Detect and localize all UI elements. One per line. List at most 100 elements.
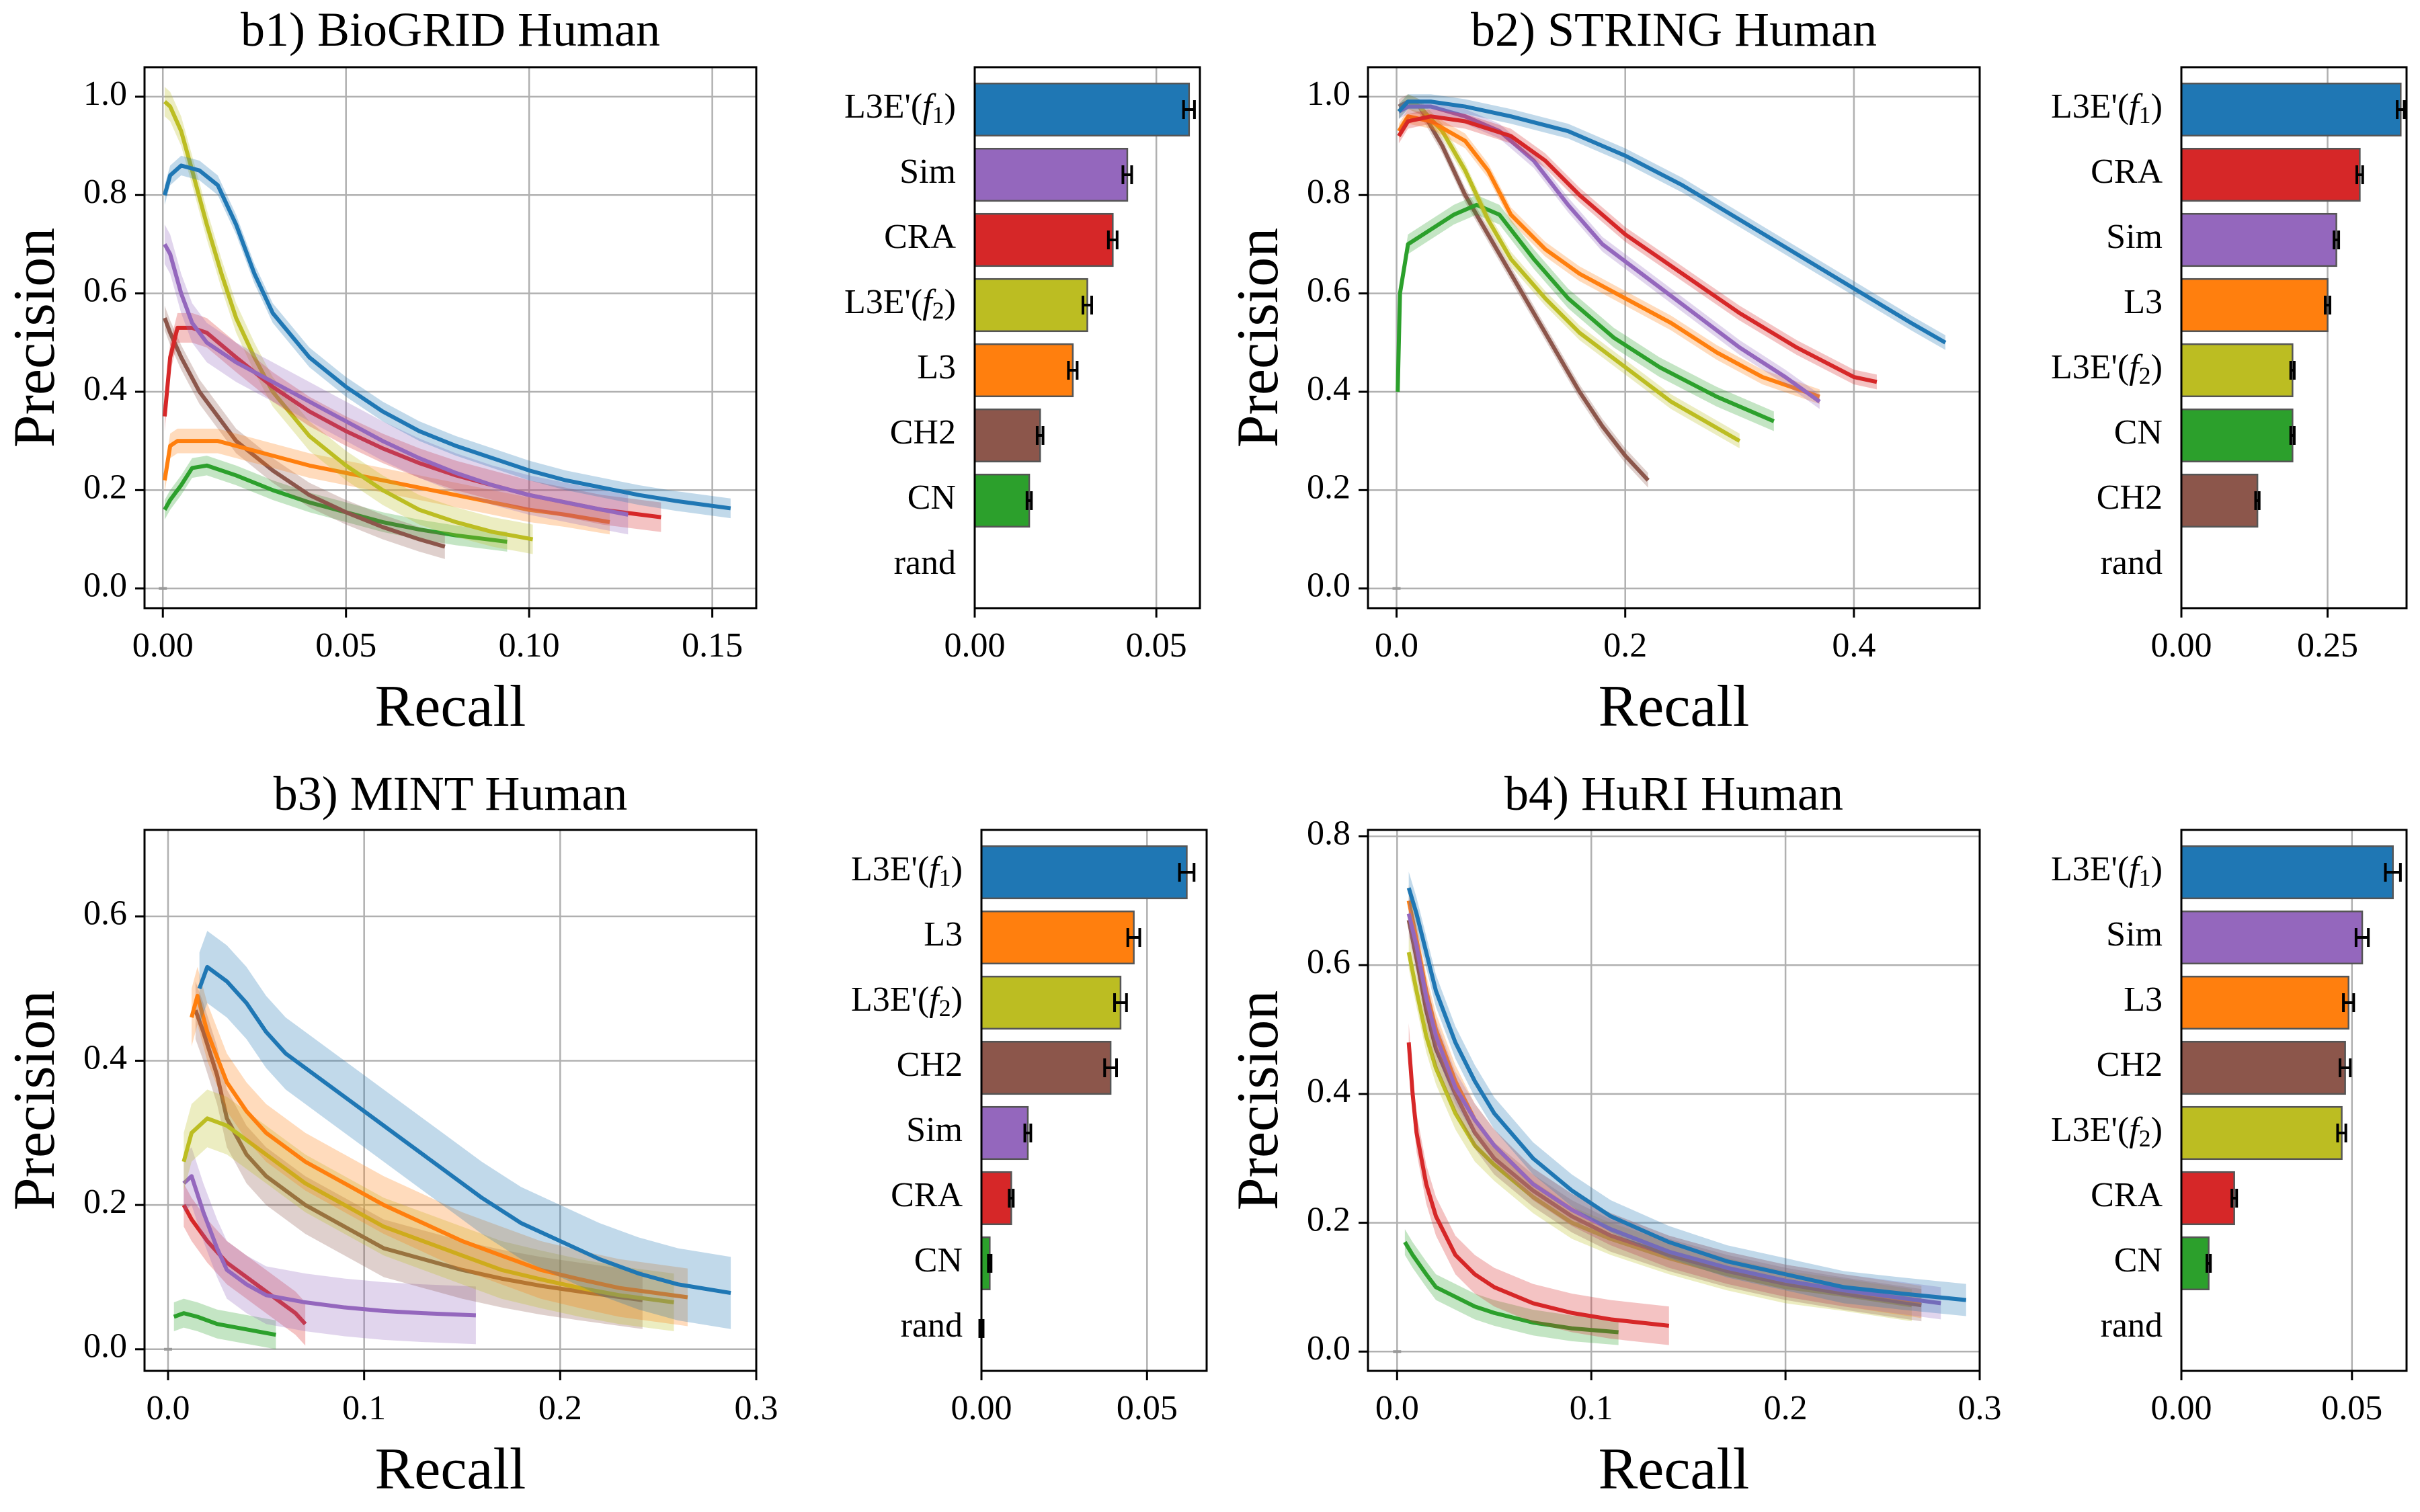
x-tick-label: 0.15 xyxy=(682,626,743,665)
series-line-l3e-f2 xyxy=(182,1116,674,1305)
bar-l3 xyxy=(2180,975,2349,1030)
y-tick-label: 0.2 xyxy=(1307,1201,1350,1239)
series-band-l3e-f1 xyxy=(199,931,731,1329)
axes-frame xyxy=(143,829,758,1372)
y-tick-label: 0.4 xyxy=(1307,370,1350,408)
series-band-l3e-f2 xyxy=(1408,936,1912,1322)
bar-label-l3: L3 xyxy=(924,915,963,954)
panel-1: b1) BioGRID Human 0.00 0.05 0.10 0.15 0.0 0.2 0… xyxy=(2,3,1201,739)
panel-title: b2) STRING Human xyxy=(1471,3,1877,56)
panel-title: b3) MINT Human xyxy=(274,767,628,821)
bar-axes-frame xyxy=(980,829,1208,1372)
y-tick-label: 1.0 xyxy=(83,75,127,113)
x-tick-label: 0.3 xyxy=(735,1389,778,1427)
panel-4: b4) HuRI Human 0.0 0.1 0.2 0.3 0.0 0.2 0.4 0.6 0.… xyxy=(1225,767,2408,1502)
y-tick-label: 0.0 xyxy=(83,1327,127,1366)
series-band-sim xyxy=(164,224,629,535)
series-line-sim xyxy=(182,1174,477,1318)
bar-chart: L3E'(f1) L3 L3E'(f2) CH2 Sim CRA CN rand 0.00 0.0… xyxy=(851,829,1208,1427)
bar-l3 xyxy=(2180,278,2329,333)
bar-sim xyxy=(2180,212,2337,267)
bar-l3e-f2 xyxy=(980,975,1122,1030)
bar-label-l3e-f2: L3E'(f2) xyxy=(2051,348,2163,389)
y-tick-label: 0.4 xyxy=(83,370,127,408)
bar-label-sim: Sim xyxy=(906,1111,963,1149)
error-bar-sim xyxy=(2354,928,2370,948)
bar-ch2 xyxy=(980,1040,1112,1095)
x-axis-label: Recall xyxy=(1599,674,1750,739)
y-tick-label: 0.8 xyxy=(83,173,127,211)
bar-label-l3e-f2: L3E'(f2) xyxy=(851,980,963,1021)
bar-label-l3e-f1: L3E'(f1) xyxy=(2051,87,2163,128)
bar-label-l3: L3 xyxy=(917,348,956,386)
bar-l3e-f2 xyxy=(2180,1105,2343,1161)
bar-label-l3: L3 xyxy=(2124,283,2163,321)
x-tick-label: 0.4 xyxy=(1832,626,1876,665)
bar-cra xyxy=(2180,1171,2235,1226)
y-tick-label: 0.8 xyxy=(1307,814,1350,853)
x-axis-label: Recall xyxy=(375,674,526,739)
series-line-ch2 xyxy=(163,317,446,549)
y-tick-label: 0.6 xyxy=(1307,271,1350,310)
panel-3: b3) MINT Human 0.0 0.1 0.2 0.3 0.0 0.2 0.4 0.6 Re… xyxy=(2,767,1208,1502)
y-tick-label: 0.0 xyxy=(83,566,127,605)
series-line-cra xyxy=(182,1204,307,1326)
axes-frame xyxy=(143,66,758,610)
series-band-cra xyxy=(184,1183,306,1346)
panel-2: b2) STRING Human 0.0 0.2 0.4 0.0 0.2 0.4 0.6 0.8… xyxy=(1225,3,2408,739)
series-band-ch2 xyxy=(1398,94,1648,488)
series-line-cra xyxy=(1397,114,1878,384)
bar-label-ch2: CH2 xyxy=(2097,478,2163,517)
axes-frame xyxy=(1367,66,1981,610)
x-tick-label: 0.1 xyxy=(1570,1389,1613,1427)
series-line-ch2 xyxy=(1406,919,1922,1308)
bar-x-tick-label: 0.00 xyxy=(2151,1389,2212,1427)
series-line-sim xyxy=(1406,913,1941,1306)
axes-frame xyxy=(1367,829,1981,1372)
error-bar-l3e-f2 xyxy=(2289,360,2296,380)
series-line-l3e-f1 xyxy=(1406,887,1967,1302)
y-tick-label: 0.6 xyxy=(1307,943,1350,981)
y-axis-label: Precision xyxy=(2,991,67,1211)
bar-cn xyxy=(2180,1236,2210,1291)
y-axis-label: Precision xyxy=(1225,228,1291,448)
y-axis-label: Precision xyxy=(1225,991,1291,1211)
bar-label-sim: Sim xyxy=(2106,218,2163,256)
error-bar-ch2 xyxy=(2339,1058,2352,1078)
x-tick-label: 0.2 xyxy=(1764,1389,1808,1427)
bar-x-tick-label: 0.05 xyxy=(2321,1389,2382,1427)
series-line-l3 xyxy=(163,439,610,524)
series-line-cn xyxy=(1403,1241,1619,1335)
bar-label-sim: Sim xyxy=(2106,915,2163,954)
series-line-l3e-f1 xyxy=(1397,99,1947,345)
y-tick-label: 0.2 xyxy=(83,1183,127,1221)
bar-l3e-f1 xyxy=(973,82,1191,137)
bar-cn xyxy=(2180,408,2294,463)
bar-label-ch2: CH2 xyxy=(890,413,956,452)
series-line-cra xyxy=(1406,1042,1670,1328)
series-line-l3e-f2 xyxy=(1406,952,1912,1308)
bar-sim xyxy=(2180,910,2364,965)
series-band-cra xyxy=(1408,1023,1669,1345)
series-band-cn xyxy=(1404,1229,1619,1345)
bar-l3 xyxy=(973,343,1074,398)
bar-label-cra: CRA xyxy=(884,218,956,256)
bar-chart: L3E'(f1) Sim CRA L3E'(f2) L3 CH2 CN rand 0.00 0.0… xyxy=(844,66,1201,665)
series-band-cra xyxy=(1398,109,1877,390)
bar-x-tick-label: 0.25 xyxy=(2297,626,2358,665)
x-tick-label: 0.0 xyxy=(1375,1389,1419,1427)
error-bar-l3e-f2 xyxy=(2336,1123,2347,1142)
x-tick-label: 0.2 xyxy=(538,1389,582,1427)
bar-label-rand: rand xyxy=(2101,544,2163,582)
x-tick-label: 0.1 xyxy=(342,1389,386,1427)
bar-label-l3e-f2: L3E'(f2) xyxy=(2051,1111,2163,1152)
error-bar-l3e-f1 xyxy=(1178,863,1196,882)
error-bar-cra xyxy=(2230,1188,2238,1208)
y-axis-label: Precision xyxy=(2,228,67,448)
y-tick-label: 0.2 xyxy=(1307,468,1350,506)
bar-label-cn: CN xyxy=(914,1241,963,1279)
bar-l3e-f2 xyxy=(2180,343,2294,398)
bar-sim xyxy=(973,147,1129,202)
y-tick-label: 0.0 xyxy=(1307,1329,1350,1368)
